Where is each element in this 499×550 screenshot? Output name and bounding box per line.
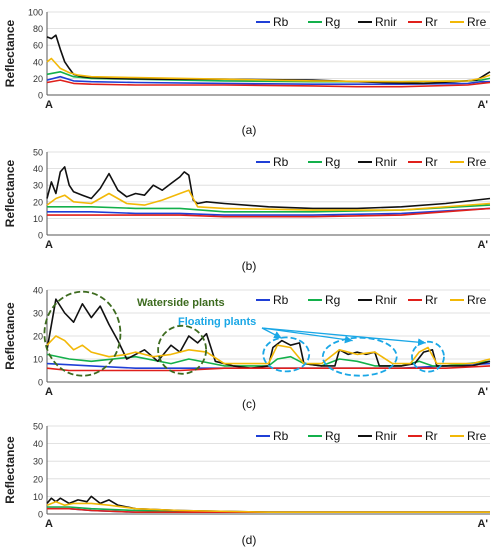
legend-label: Rre: [467, 429, 487, 443]
y-tick-label: 50: [33, 148, 43, 158]
series-line-rb: [46, 75, 490, 85]
y-axis-title: Reflectance: [3, 302, 17, 370]
y-tick-label: 50: [33, 422, 43, 432]
y-tick-label: 40: [33, 164, 43, 174]
waterside-marker-ellipse: [157, 324, 208, 375]
legend-label: Rnir: [375, 155, 397, 169]
y-tick-label: 30: [33, 309, 43, 319]
series-line-rr: [47, 207, 491, 218]
floating-arrow: [261, 327, 426, 347]
x-end-label: A': [477, 386, 488, 398]
legend-label: Rre: [467, 155, 487, 169]
series-line-rnir: [46, 166, 491, 210]
x-start-label: A: [45, 386, 53, 398]
floating-arrow: [261, 327, 283, 339]
y-tick-label: 0: [38, 510, 43, 520]
y-tick-label: 30: [33, 181, 43, 191]
floating-marker-ellipse: [321, 336, 398, 377]
y-tick-label: 10: [33, 355, 43, 365]
x-start-label: A: [45, 518, 53, 530]
y-axis-title: Reflectance: [3, 159, 17, 227]
waterside-marker-ellipse: [43, 290, 122, 377]
legend-label: Rr: [425, 15, 438, 29]
legend-label: Rg: [325, 15, 340, 29]
annotation-waterside: Waterside plants: [137, 297, 225, 309]
series-line-rb: [47, 207, 491, 216]
chart-panel: 0 10 20 30 40 50 Reflectance A A' Rb Rg Rnir Rr Rre (d…: [3, 422, 490, 547]
y-tick-label: 40: [33, 286, 43, 296]
y-tick-label: 80: [33, 24, 43, 34]
y-tick-label: 0: [38, 231, 43, 241]
legend-label: Rnir: [375, 293, 397, 307]
panel-label: (d): [242, 533, 257, 547]
series-line-rre: [46, 335, 491, 365]
y-tick-label: 100: [28, 8, 43, 18]
legend-label: Rre: [467, 15, 487, 29]
x-start-label: A: [45, 99, 53, 111]
legend-label: Rr: [425, 155, 438, 169]
y-tick-label: 10: [33, 214, 43, 224]
chart-panel: 0 10 20 30 40 Reflectance A A' Rb Rg Rnir Rr Rre Wate…: [3, 286, 491, 411]
legend-label: Rb: [273, 293, 289, 307]
x-end-label: A': [477, 518, 488, 530]
legend-label: Rnir: [375, 15, 397, 29]
legend-label: Rre: [467, 293, 487, 307]
panel-label: (b): [242, 259, 257, 273]
floating-marker-ellipse: [262, 336, 311, 373]
panel-label: (a): [242, 123, 257, 137]
legend-label: Rr: [425, 293, 438, 307]
legend-label: Rb: [273, 429, 289, 443]
legend-label: Rg: [325, 155, 340, 169]
series-line-rnir: [46, 34, 491, 85]
y-tick-label: 10: [33, 492, 43, 502]
y-tick-label: 20: [33, 474, 43, 484]
y-tick-label: 40: [33, 439, 43, 449]
y-tick-label: 0: [38, 91, 43, 101]
legend-label: Rg: [325, 429, 340, 443]
y-tick-label: 30: [33, 457, 43, 467]
series-line-rr: [46, 365, 491, 372]
chart-panel: 0 20 40 60 80 100 Reflectance A A' Rb Rg Rnir Rr Rre (…: [3, 8, 491, 137]
panel-label: (c): [242, 397, 256, 411]
series-line-rre: [46, 189, 491, 211]
y-tick-label: 20: [33, 332, 43, 342]
annotation-floating: Floating plants: [178, 316, 256, 328]
floating-marker-ellipse: [411, 340, 445, 373]
legend-label: Rb: [273, 15, 289, 29]
y-tick-label: 60: [33, 41, 43, 51]
y-tick-label: 0: [38, 378, 43, 388]
legend-label: Rb: [273, 155, 289, 169]
legend-label: Rr: [425, 429, 438, 443]
series-line-rre: [46, 500, 490, 514]
legend-label: Rnir: [375, 429, 397, 443]
series-line-rr: [46, 79, 491, 88]
y-tick-label: 20: [33, 197, 43, 207]
y-tick-label: 40: [33, 57, 43, 67]
y-axis-title: Reflectance: [3, 19, 17, 87]
x-end-label: A': [477, 99, 488, 111]
floating-arrow: [261, 327, 353, 344]
y-axis-title: Reflectance: [3, 436, 17, 504]
series-line-rre: [46, 57, 491, 83]
x-end-label: A': [477, 239, 488, 251]
y-tick-label: 20: [33, 74, 43, 84]
chart-panel: 0 10 20 30 40 50 Reflectance A A' Rb Rg Rnir Rr Rre (b…: [3, 148, 491, 273]
legend-label: Rg: [325, 293, 340, 307]
x-start-label: A: [45, 239, 53, 251]
